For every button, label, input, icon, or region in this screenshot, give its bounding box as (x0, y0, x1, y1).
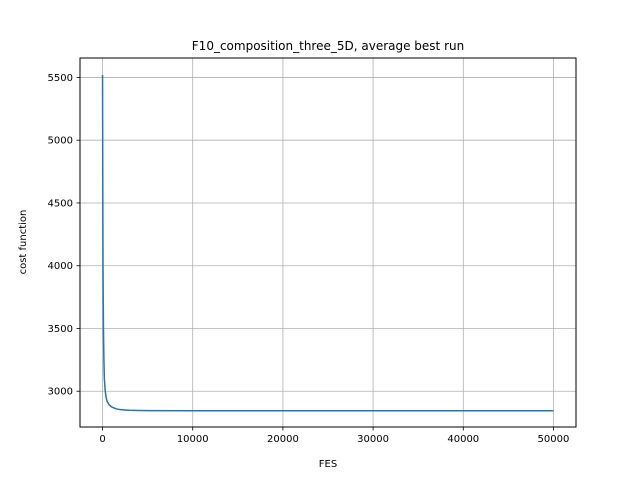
grid-lines (80, 58, 576, 427)
y-tick-label: 4500 (48, 198, 73, 209)
y-tick-label: 5000 (48, 136, 73, 147)
y-tick-label: 3500 (48, 324, 73, 335)
x-tick-label: 30000 (357, 434, 389, 445)
y-axis-label: cost function (18, 210, 29, 275)
axis-ticks: 0 10000 20000 30000 40000 50000 3000 3500 4000 45… (48, 73, 570, 445)
x-tick-label: 10000 (177, 434, 209, 445)
x-tick-label: 50000 (538, 434, 570, 445)
y-tick-label: 4000 (48, 261, 73, 272)
series-layer (101, 74, 554, 412)
y-tick-label: 5500 (48, 73, 73, 84)
x-tick-label: 20000 (267, 434, 299, 445)
y-tick-label: 3000 (48, 387, 73, 398)
plot-area-frame (79, 57, 577, 428)
x-tick-label: 0 (99, 434, 105, 445)
x-axis-label: FES (319, 459, 337, 470)
x-tick-label: 40000 (447, 434, 479, 445)
chart-title: F10_composition_three_5D, average best r… (192, 39, 464, 53)
series-line (101, 74, 554, 412)
